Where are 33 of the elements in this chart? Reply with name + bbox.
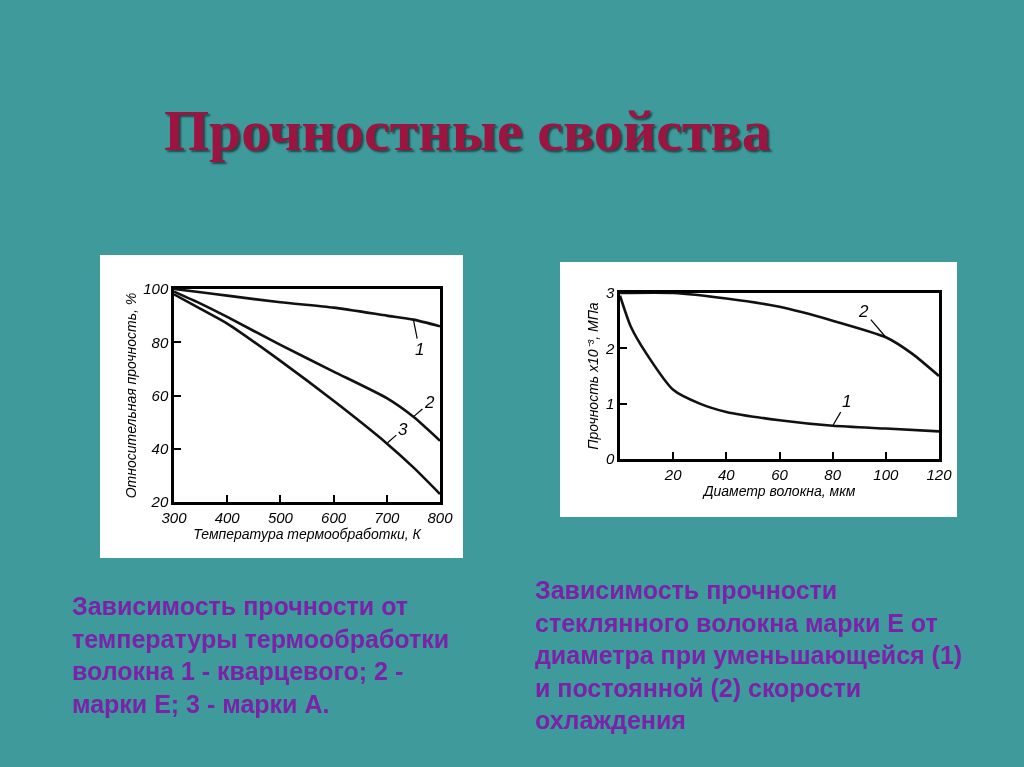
y-tick-label: 3 bbox=[605, 284, 615, 302]
x-tick-label: 20 bbox=[663, 465, 683, 483]
x-tick-label: 700 bbox=[374, 508, 400, 526]
series-label: 3 bbox=[398, 420, 408, 439]
series-label: 1 bbox=[415, 340, 425, 359]
x-tick-label: 40 bbox=[717, 465, 736, 483]
y-tick-label: 80 bbox=[151, 333, 169, 351]
y-tick-label: 20 bbox=[150, 493, 169, 511]
y-tick-label: 2 bbox=[604, 339, 615, 357]
y-axis-title: Прочность х10⁻³, МПа bbox=[584, 302, 601, 450]
x-tick-label: 600 bbox=[321, 508, 347, 526]
x-tick-label: 100 bbox=[873, 465, 899, 483]
x-tick-label: 80 bbox=[824, 465, 842, 483]
y-tick-label: 1 bbox=[605, 394, 615, 412]
x-tick-label: 500 bbox=[267, 508, 294, 526]
y-tick-label: 0 bbox=[605, 450, 615, 468]
text: Зависимость прочности стеклянного волокна марки Е от диаметра при уменьшающейся (1) и постоянной (2) скорости охлаждения bbox=[535, 576, 963, 734]
chart-title: Прочностные свойства bbox=[164, 98, 771, 163]
x-tick-label: 800 bbox=[427, 508, 454, 526]
x-axis-title: Диаметр волокна, мкм bbox=[701, 482, 856, 499]
series-label: 2 bbox=[858, 302, 869, 321]
y-tick-label: 60 bbox=[151, 386, 169, 404]
text: Зависимость прочности от температуры термообработки волокна 1 - кварцевого; 2 - марки Е; 3 - марки А. bbox=[72, 592, 450, 718]
y-tick-label: 100 bbox=[143, 280, 169, 298]
x-tick-label: 300 bbox=[161, 508, 188, 526]
x-axis-title: Температура термообработки, К bbox=[193, 525, 422, 542]
series-label: 1 bbox=[842, 392, 852, 411]
x-tick-label: 400 bbox=[214, 508, 241, 526]
series-label: 2 bbox=[424, 393, 435, 412]
x-tick-label: 60 bbox=[771, 465, 789, 483]
y-axis-title: Относительная прочность, % bbox=[122, 292, 139, 499]
x-tick-label: 120 bbox=[926, 465, 953, 483]
y-tick-label: 40 bbox=[151, 440, 169, 457]
